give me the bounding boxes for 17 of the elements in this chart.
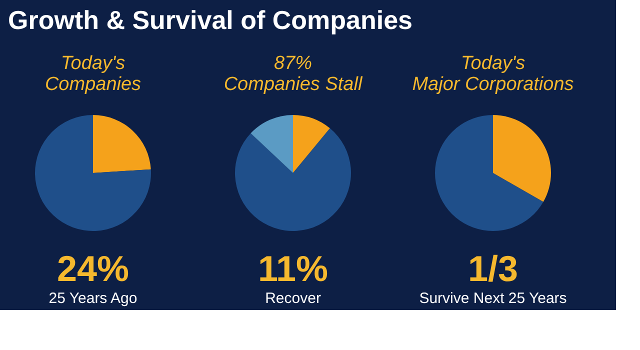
chart-title: Today's Companies (44, 53, 142, 95)
text: 11% (258, 248, 328, 289)
text: 24% (56, 248, 130, 289)
pie-slice (250, 115, 293, 173)
text: Growth & Survival of Companies (8, 5, 413, 35)
chart-title: 87% Companies Stall (224, 53, 363, 95)
text: Survive Next 25 Years (419, 290, 567, 307)
pie-slice (293, 115, 330, 173)
text: 1/3 (468, 248, 518, 289)
chart-title: Today's Major Corporations (412, 53, 574, 95)
pie-slice (93, 115, 151, 173)
pie-slice (435, 115, 544, 231)
pie-slice (493, 115, 551, 202)
pie-slice (235, 128, 351, 231)
pie-slice (35, 115, 151, 231)
text: Recover (265, 290, 321, 307)
text: 25 Years Ago (48, 290, 138, 307)
